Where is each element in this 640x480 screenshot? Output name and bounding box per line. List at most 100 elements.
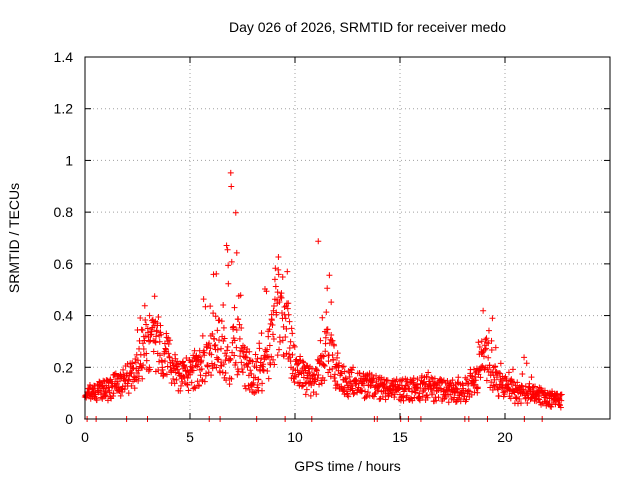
data-point [209, 365, 216, 372]
data-point [492, 363, 499, 370]
data-point [243, 354, 250, 361]
data-point [341, 368, 348, 375]
data-point [321, 377, 328, 384]
data-point [505, 369, 512, 376]
data-point [352, 376, 359, 383]
data-point [400, 397, 407, 404]
data-point [242, 353, 249, 360]
data-point [548, 403, 555, 410]
data-point [447, 391, 454, 398]
data-point [277, 338, 284, 345]
data-point [220, 361, 227, 368]
data-point [331, 371, 338, 378]
data-point [349, 385, 356, 392]
data-point [479, 349, 486, 356]
data-point [151, 338, 158, 345]
data-point [117, 392, 124, 399]
data-point [235, 316, 242, 323]
data-point [270, 335, 277, 342]
data-point [325, 369, 332, 376]
data-point [258, 387, 265, 394]
data-point [383, 377, 390, 384]
data-point [192, 362, 199, 369]
data-point [289, 330, 296, 337]
data-point [357, 387, 364, 394]
data-point [181, 364, 188, 371]
data-point [233, 327, 240, 334]
data-point [490, 382, 497, 389]
data-point [276, 299, 283, 306]
data-point [271, 276, 278, 283]
data-point [329, 337, 336, 344]
y-tick-label: 1 [65, 152, 73, 168]
data-point [303, 386, 310, 393]
data-point [282, 315, 289, 322]
data-point [273, 311, 280, 318]
data-point [166, 337, 173, 344]
data-point [370, 393, 377, 400]
data-point [225, 262, 232, 269]
data-point [163, 334, 170, 341]
data-point [173, 376, 180, 383]
data-point [254, 384, 261, 391]
data-point [554, 390, 561, 397]
x-tick-label: 10 [287, 429, 303, 445]
data-point [384, 377, 391, 384]
data-point [286, 351, 293, 358]
data-point [141, 337, 148, 344]
data-point [414, 376, 421, 383]
data-point [255, 376, 262, 383]
data-point [317, 337, 324, 344]
data-point [316, 381, 323, 388]
data-point [362, 388, 369, 395]
data-point [143, 357, 150, 364]
data-point [391, 391, 398, 398]
data-point [233, 344, 240, 351]
data-point [476, 344, 483, 351]
data-point [521, 354, 528, 361]
data-point [313, 391, 320, 398]
data-point [557, 404, 564, 411]
data-point [375, 384, 382, 391]
data-point [196, 382, 203, 389]
data-point [433, 397, 440, 404]
data-point [461, 393, 468, 400]
data-point [496, 369, 503, 376]
data-point [379, 393, 386, 400]
data-point [250, 379, 257, 386]
data-point [197, 353, 204, 360]
data-point [423, 373, 430, 380]
data-point [517, 400, 524, 407]
data-point [125, 390, 132, 397]
data-point [536, 396, 543, 403]
data-point [141, 302, 148, 309]
data-point [483, 339, 490, 346]
data-point [506, 387, 513, 394]
data-point [299, 383, 306, 390]
data-point [399, 393, 406, 400]
data-point [254, 355, 261, 362]
data-point [238, 359, 245, 366]
data-point [259, 380, 266, 387]
data-point [391, 394, 398, 401]
data-point [338, 383, 345, 390]
data-point [106, 387, 113, 394]
data-point [558, 397, 565, 404]
data-point [150, 348, 157, 355]
data-point [495, 392, 502, 399]
data-point [350, 391, 357, 398]
data-point [342, 375, 349, 382]
data-point [156, 338, 163, 345]
data-point [189, 358, 196, 365]
data-point [466, 388, 473, 395]
data-point [516, 396, 523, 403]
data-point [328, 332, 335, 339]
data-point [231, 337, 238, 344]
data-point [132, 356, 139, 363]
data-point [153, 333, 160, 340]
data-point [139, 375, 146, 382]
data-point [179, 378, 186, 385]
data-point [198, 366, 205, 373]
x-tick-label: 15 [392, 429, 408, 445]
data-point [142, 317, 149, 324]
